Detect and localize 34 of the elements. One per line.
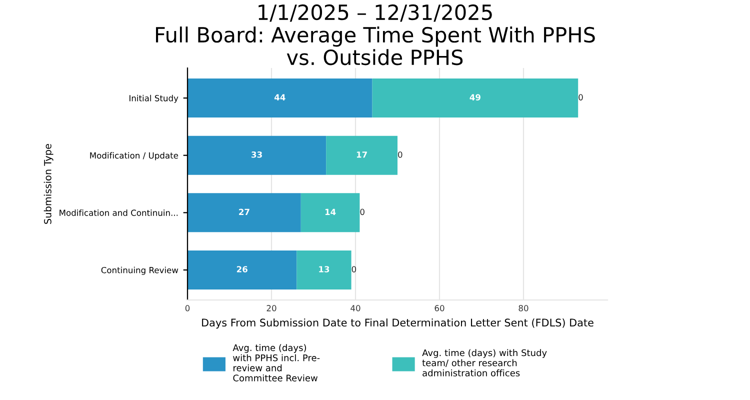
chart-title: 1/1/2025 – 12/31/2025 Full Board: Average Time Spent With PPHS vs. Outside PPHS <box>156 4 595 66</box>
data-label: 26 <box>236 266 248 272</box>
bar <box>300 193 360 232</box>
x-tick-label: 20 <box>266 305 276 312</box>
data-label: 17 <box>356 152 367 158</box>
data-label: 44 <box>274 94 286 100</box>
y-tick-label: Modification / Update <box>90 152 178 160</box>
y-axis-title: Submission Type <box>44 144 54 224</box>
data-label: 27 <box>239 208 250 215</box>
data-label: 0 <box>578 94 583 100</box>
x-tick-label: 0 <box>185 305 190 312</box>
y-tick-label: Continuing Review <box>101 266 178 275</box>
x-tick-label: 40 <box>350 305 360 312</box>
y-tick-label: Modification and Continuin... <box>60 209 178 216</box>
data-label: 0 <box>360 208 364 216</box>
legend-label: Avg. time (days) with PPHS incl. Pre- review and Committee Review <box>232 344 320 382</box>
data-label: 49 <box>470 94 480 100</box>
bar <box>188 250 297 290</box>
data-label: 14 <box>325 208 336 215</box>
data-label: 0 <box>398 151 402 158</box>
bar <box>296 250 352 290</box>
data-label: 13 <box>319 266 330 272</box>
bar <box>188 136 326 175</box>
data-label: 0 <box>352 266 356 272</box>
bar <box>188 193 301 232</box>
bar <box>326 136 398 175</box>
data-label: 33 <box>252 151 262 158</box>
bar <box>372 78 578 118</box>
legend-label: Avg. time (days) with Study team/ other research administration offices <box>422 349 547 376</box>
bar <box>188 78 372 118</box>
x-tick-label: 80 <box>518 305 528 312</box>
x-tick-label: 60 <box>434 305 444 312</box>
x-axis-title: Days From Submission Date to Final Determination Letter Sent (FDLS) Date <box>202 318 594 329</box>
y-tick-label: Initial Study <box>130 94 178 103</box>
